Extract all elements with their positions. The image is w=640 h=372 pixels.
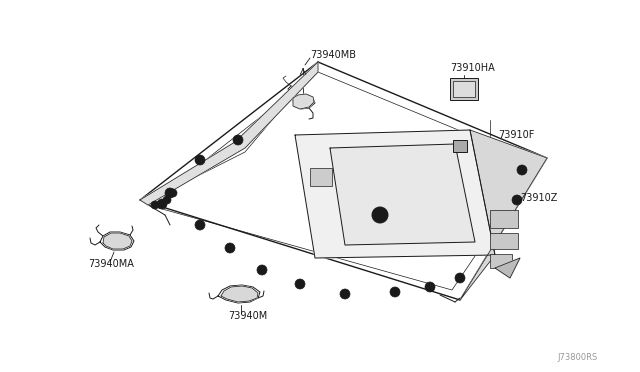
Text: 73910F: 73910F <box>498 130 534 140</box>
Text: 73940M: 73940M <box>228 311 268 321</box>
Bar <box>490 233 518 249</box>
Circle shape <box>195 155 205 165</box>
Circle shape <box>195 220 205 230</box>
Circle shape <box>500 235 510 245</box>
Text: 73940MA: 73940MA <box>88 259 134 269</box>
Circle shape <box>425 282 435 292</box>
Polygon shape <box>460 130 547 300</box>
Circle shape <box>225 243 235 253</box>
Bar <box>490 254 512 268</box>
Polygon shape <box>495 258 520 278</box>
Circle shape <box>163 196 171 204</box>
Circle shape <box>295 279 305 289</box>
Text: 73910F: 73910F <box>393 212 429 222</box>
Polygon shape <box>103 233 132 249</box>
Bar <box>310 168 332 186</box>
Bar <box>453 140 467 152</box>
Text: 73910Z: 73910Z <box>520 193 557 203</box>
Circle shape <box>233 135 243 145</box>
Bar <box>450 78 478 100</box>
Circle shape <box>377 212 383 218</box>
Circle shape <box>340 289 350 299</box>
Text: 73910HA: 73910HA <box>450 63 495 73</box>
Circle shape <box>372 207 388 223</box>
Bar <box>490 210 518 228</box>
Circle shape <box>455 273 465 283</box>
Circle shape <box>157 199 167 209</box>
Polygon shape <box>330 144 475 245</box>
Circle shape <box>151 201 159 209</box>
Text: 73940MB: 73940MB <box>310 50 356 60</box>
Circle shape <box>169 189 177 197</box>
Circle shape <box>390 287 400 297</box>
Polygon shape <box>140 62 318 205</box>
Circle shape <box>165 188 175 198</box>
Polygon shape <box>293 94 314 109</box>
Polygon shape <box>221 286 258 302</box>
Circle shape <box>517 165 527 175</box>
Circle shape <box>257 265 267 275</box>
Polygon shape <box>140 62 547 300</box>
Polygon shape <box>295 130 495 258</box>
Circle shape <box>512 195 522 205</box>
Text: J73800RS: J73800RS <box>557 353 598 362</box>
Bar <box>453 81 475 97</box>
